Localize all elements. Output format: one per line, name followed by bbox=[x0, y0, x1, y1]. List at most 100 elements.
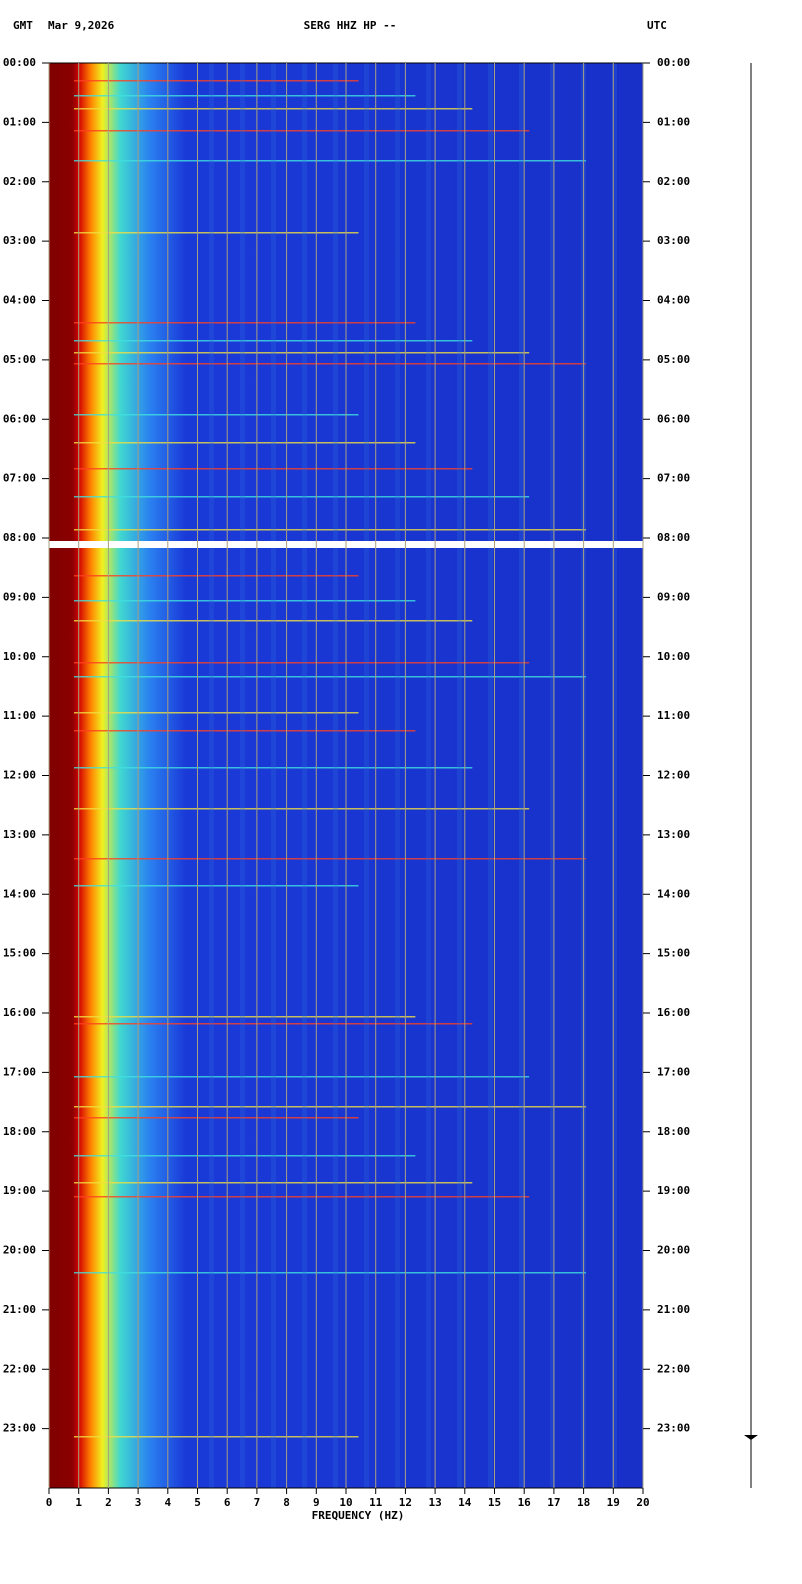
streak bbox=[74, 712, 359, 714]
chart-title: SERG HHZ HP -- bbox=[304, 19, 397, 32]
streak bbox=[74, 232, 359, 234]
x-tick-label: 20 bbox=[636, 1496, 649, 1509]
y-tick-label-right: 08:00 bbox=[657, 531, 690, 544]
x-tick-label: 4 bbox=[164, 1496, 171, 1509]
y-tick-label-right: 02:00 bbox=[657, 175, 690, 188]
streak bbox=[74, 1436, 359, 1438]
band bbox=[488, 63, 493, 1488]
band bbox=[209, 63, 214, 1488]
x-tick-label: 10 bbox=[339, 1496, 352, 1509]
y-tick-label-right: 15:00 bbox=[657, 947, 690, 960]
y-tick-label: 16:00 bbox=[3, 1006, 36, 1019]
y-tick-label: 19:00 bbox=[3, 1184, 36, 1197]
streak bbox=[74, 1023, 473, 1025]
streak bbox=[74, 767, 473, 769]
header-left: GMT bbox=[13, 19, 33, 32]
streak bbox=[74, 340, 473, 342]
header-right: UTC bbox=[647, 19, 667, 32]
x-tick-label: 12 bbox=[399, 1496, 412, 1509]
y-tick-label-right: 23:00 bbox=[657, 1422, 690, 1435]
streak bbox=[74, 662, 530, 664]
y-tick-label-right: 18:00 bbox=[657, 1125, 690, 1138]
x-tick-label: 15 bbox=[488, 1496, 501, 1509]
y-tick-label: 08:00 bbox=[3, 531, 36, 544]
streaks bbox=[74, 63, 617, 1488]
y-tick-label: 15:00 bbox=[3, 947, 36, 960]
x-tick-label: 17 bbox=[547, 1496, 560, 1509]
streak bbox=[74, 858, 587, 860]
x-tick-label: 7 bbox=[254, 1496, 261, 1509]
x-tick-label: 11 bbox=[369, 1496, 383, 1509]
band bbox=[333, 63, 338, 1488]
streak bbox=[74, 620, 473, 622]
x-tick-label: 1 bbox=[75, 1496, 82, 1509]
x-axis-label: FREQUENCY (HZ) bbox=[312, 1509, 405, 1522]
y-tick-label-right: 06:00 bbox=[657, 412, 690, 425]
date: Mar 9,2026 bbox=[48, 19, 115, 32]
streak bbox=[74, 160, 587, 162]
y-tick-label: 12:00 bbox=[3, 769, 36, 782]
streak bbox=[74, 1016, 416, 1018]
y-tick-label-right: 03:00 bbox=[657, 234, 690, 247]
y-tick-label-right: 13:00 bbox=[657, 828, 690, 841]
y-tick-label-right: 05:00 bbox=[657, 353, 690, 366]
streak bbox=[74, 885, 359, 887]
y-tick-label: 14:00 bbox=[3, 887, 36, 900]
streak bbox=[74, 1106, 587, 1108]
band bbox=[550, 63, 555, 1488]
y-tick-label: 09:00 bbox=[3, 590, 36, 603]
y-tick-label-right: 04:00 bbox=[657, 294, 690, 307]
y-tick-label-right: 16:00 bbox=[657, 1006, 690, 1019]
streak bbox=[74, 575, 359, 577]
x-tick-label: 2 bbox=[105, 1496, 112, 1509]
x-tick-label: 16 bbox=[518, 1496, 532, 1509]
y-tick-label-right: 19:00 bbox=[657, 1184, 690, 1197]
y-tick-label: 01:00 bbox=[3, 115, 36, 128]
trace-event bbox=[744, 1435, 758, 1440]
y-tick-label: 06:00 bbox=[3, 412, 36, 425]
y-tick-label: 11:00 bbox=[3, 709, 36, 722]
y-tick-label: 18:00 bbox=[3, 1125, 36, 1138]
y-tick-label-right: 12:00 bbox=[657, 769, 690, 782]
band bbox=[302, 63, 307, 1488]
y-tick-label-right: 11:00 bbox=[657, 709, 690, 722]
x-tick-label: 3 bbox=[135, 1496, 142, 1509]
streak bbox=[74, 95, 416, 97]
x-tick-label: 0 bbox=[46, 1496, 53, 1509]
x-tick-label: 5 bbox=[194, 1496, 201, 1509]
streak bbox=[74, 352, 530, 354]
y-tick-label-right: 20:00 bbox=[657, 1244, 690, 1257]
band bbox=[457, 63, 462, 1488]
y-tick-label: 02:00 bbox=[3, 175, 36, 188]
band bbox=[271, 63, 276, 1488]
x-tick-label: 18 bbox=[577, 1496, 590, 1509]
streak bbox=[74, 468, 473, 470]
y-tick-label: 00:00 bbox=[3, 56, 36, 69]
streak bbox=[74, 1117, 359, 1119]
streak bbox=[74, 130, 530, 132]
x-tick-label: 14 bbox=[458, 1496, 472, 1509]
streak bbox=[74, 1196, 530, 1198]
y-tick-label: 17:00 bbox=[3, 1065, 36, 1078]
streak bbox=[74, 600, 416, 602]
band bbox=[612, 63, 617, 1488]
streak bbox=[74, 414, 359, 416]
x-tick-label: 8 bbox=[283, 1496, 290, 1509]
x-tick-label: 13 bbox=[428, 1496, 441, 1509]
y-tick-label: 03:00 bbox=[3, 234, 36, 247]
streak bbox=[74, 80, 359, 82]
y-tick-label: 22:00 bbox=[3, 1362, 36, 1375]
y-tick-label: 13:00 bbox=[3, 828, 36, 841]
y-tick-label-right: 01:00 bbox=[657, 115, 690, 128]
y-tick-label-right: 00:00 bbox=[657, 56, 690, 69]
streak bbox=[74, 442, 416, 444]
streak bbox=[74, 1182, 473, 1184]
y-tick-label: 10:00 bbox=[3, 650, 36, 663]
y-tick-label-right: 10:00 bbox=[657, 650, 690, 663]
y-tick-label-right: 07:00 bbox=[657, 472, 690, 485]
band bbox=[426, 63, 431, 1488]
streak bbox=[74, 1272, 587, 1274]
band bbox=[240, 63, 245, 1488]
x-tick-label: 9 bbox=[313, 1496, 320, 1509]
